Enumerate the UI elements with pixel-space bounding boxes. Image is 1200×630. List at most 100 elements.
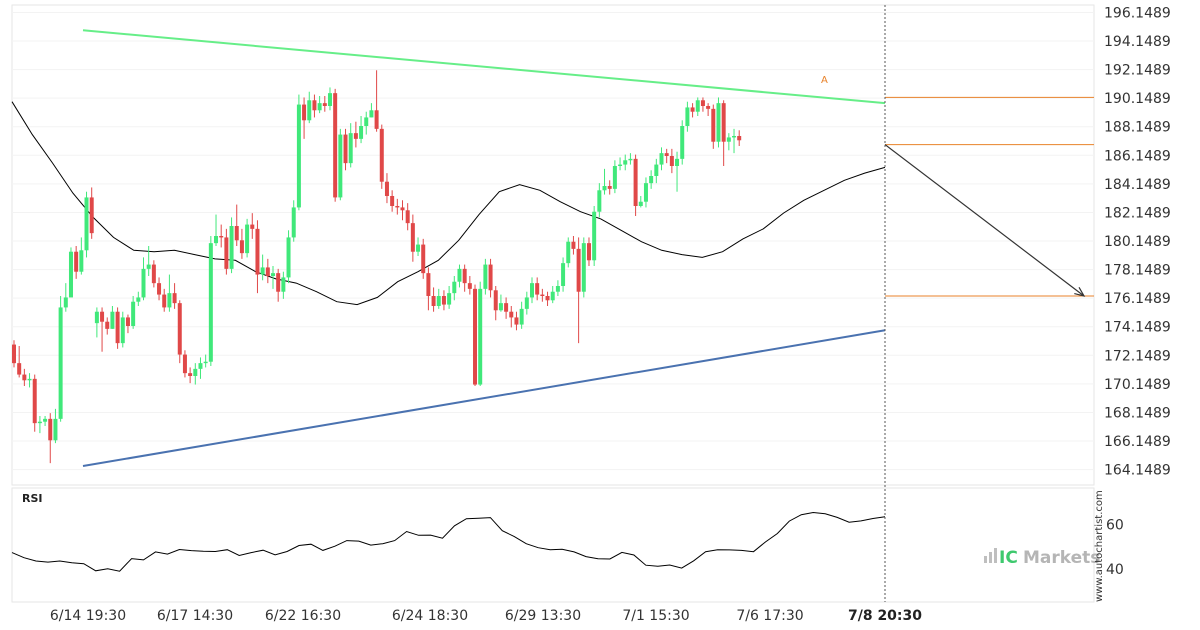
candlestick xyxy=(286,230,291,284)
logo-markets: Markets xyxy=(1023,548,1100,568)
candlestick xyxy=(157,277,162,301)
candlestick xyxy=(343,128,348,171)
candlestick xyxy=(690,103,695,118)
candlestick xyxy=(514,311,519,331)
candle-body xyxy=(307,100,312,121)
candlestick xyxy=(410,214,415,262)
candle-body xyxy=(276,273,281,292)
rsi-y-axis: 60 40 xyxy=(1106,517,1124,577)
candle-body xyxy=(561,263,566,286)
candle-body xyxy=(43,418,48,422)
candlestick xyxy=(374,70,379,132)
logo-bar-icon xyxy=(994,548,997,563)
candlestick xyxy=(177,300,182,364)
candle-body xyxy=(462,268,467,284)
candle-body xyxy=(654,164,659,176)
forecast-arrow-head-icon xyxy=(1074,287,1086,297)
candle-body xyxy=(436,296,441,306)
candlestick xyxy=(535,277,540,301)
candle-body xyxy=(441,296,446,305)
candlestick xyxy=(291,200,296,242)
candlestick xyxy=(317,96,322,114)
candle-body xyxy=(255,228,260,275)
candlestick xyxy=(37,416,42,434)
candle-body xyxy=(400,207,405,211)
candle-body xyxy=(281,277,286,292)
candlestick xyxy=(208,236,213,366)
candlestick xyxy=(493,286,498,321)
candle-body xyxy=(643,183,648,202)
candlestick xyxy=(120,311,125,348)
candlestick xyxy=(643,177,648,208)
candle-body xyxy=(592,211,597,261)
candle-body xyxy=(384,181,389,196)
candle-body xyxy=(74,251,79,272)
candle-body xyxy=(514,317,519,325)
candlestick xyxy=(198,357,203,379)
candle-body xyxy=(271,273,275,276)
candle-body xyxy=(302,104,307,121)
price-tick-label: 168.1489 xyxy=(1104,405,1171,421)
candle-body xyxy=(566,241,571,264)
candlestick xyxy=(239,228,244,259)
candle-body xyxy=(473,288,478,385)
logo-ic: IC xyxy=(999,548,1018,568)
candlestick xyxy=(74,246,79,279)
candlestick xyxy=(509,306,514,328)
candle-body xyxy=(581,243,586,292)
candlestick xyxy=(483,258,488,295)
candlestick xyxy=(711,104,716,149)
candle-body xyxy=(576,248,581,292)
candle-body xyxy=(649,176,654,184)
candle-body xyxy=(203,361,208,364)
candlestick xyxy=(426,267,431,311)
price-levels xyxy=(885,96,1094,297)
candlestick xyxy=(12,340,16,368)
candle-body xyxy=(659,153,664,165)
logo-bar-icon xyxy=(989,552,992,563)
candle-body xyxy=(53,418,58,441)
candle-body xyxy=(478,288,483,385)
candle-body xyxy=(343,134,348,164)
candle-body xyxy=(22,374,27,381)
candlestick xyxy=(400,200,405,221)
candle-body xyxy=(322,103,327,106)
candlestick xyxy=(58,296,63,422)
candlestick xyxy=(100,307,105,352)
moving-average-line xyxy=(11,101,886,306)
x-tick-label: 6/17 14:30 xyxy=(157,608,233,624)
candlestick xyxy=(649,170,654,189)
candle-body xyxy=(188,373,193,376)
candle-body xyxy=(234,226,239,241)
rsi-title: RSI xyxy=(22,492,43,505)
candlestick xyxy=(353,121,358,148)
candle-body xyxy=(193,368,198,376)
candle-body xyxy=(312,100,317,111)
candlestick xyxy=(125,314,130,334)
candle-body xyxy=(105,321,110,329)
candlestick xyxy=(105,317,110,335)
candle-body xyxy=(416,244,421,252)
logo-bar-icon xyxy=(984,556,987,563)
candle-body xyxy=(286,237,291,278)
candlestick xyxy=(447,286,452,309)
candlestick xyxy=(716,97,721,148)
candle-body xyxy=(317,103,322,111)
price-tick-label: 178.1489 xyxy=(1104,263,1171,279)
candlestick xyxy=(602,168,607,195)
price-tick-label: 186.1489 xyxy=(1104,148,1171,164)
candlestick xyxy=(115,307,120,349)
candlestick xyxy=(322,96,327,112)
candlestick xyxy=(32,374,37,432)
candle-body xyxy=(167,293,172,308)
candlestick xyxy=(84,191,89,258)
candlestick xyxy=(43,416,48,426)
candlestick xyxy=(452,276,457,301)
candle-body xyxy=(115,311,120,344)
candle-body xyxy=(364,117,369,126)
candle-body xyxy=(131,301,136,326)
candlestick xyxy=(586,237,591,266)
candlestick xyxy=(680,120,685,165)
candle-body xyxy=(555,286,560,292)
